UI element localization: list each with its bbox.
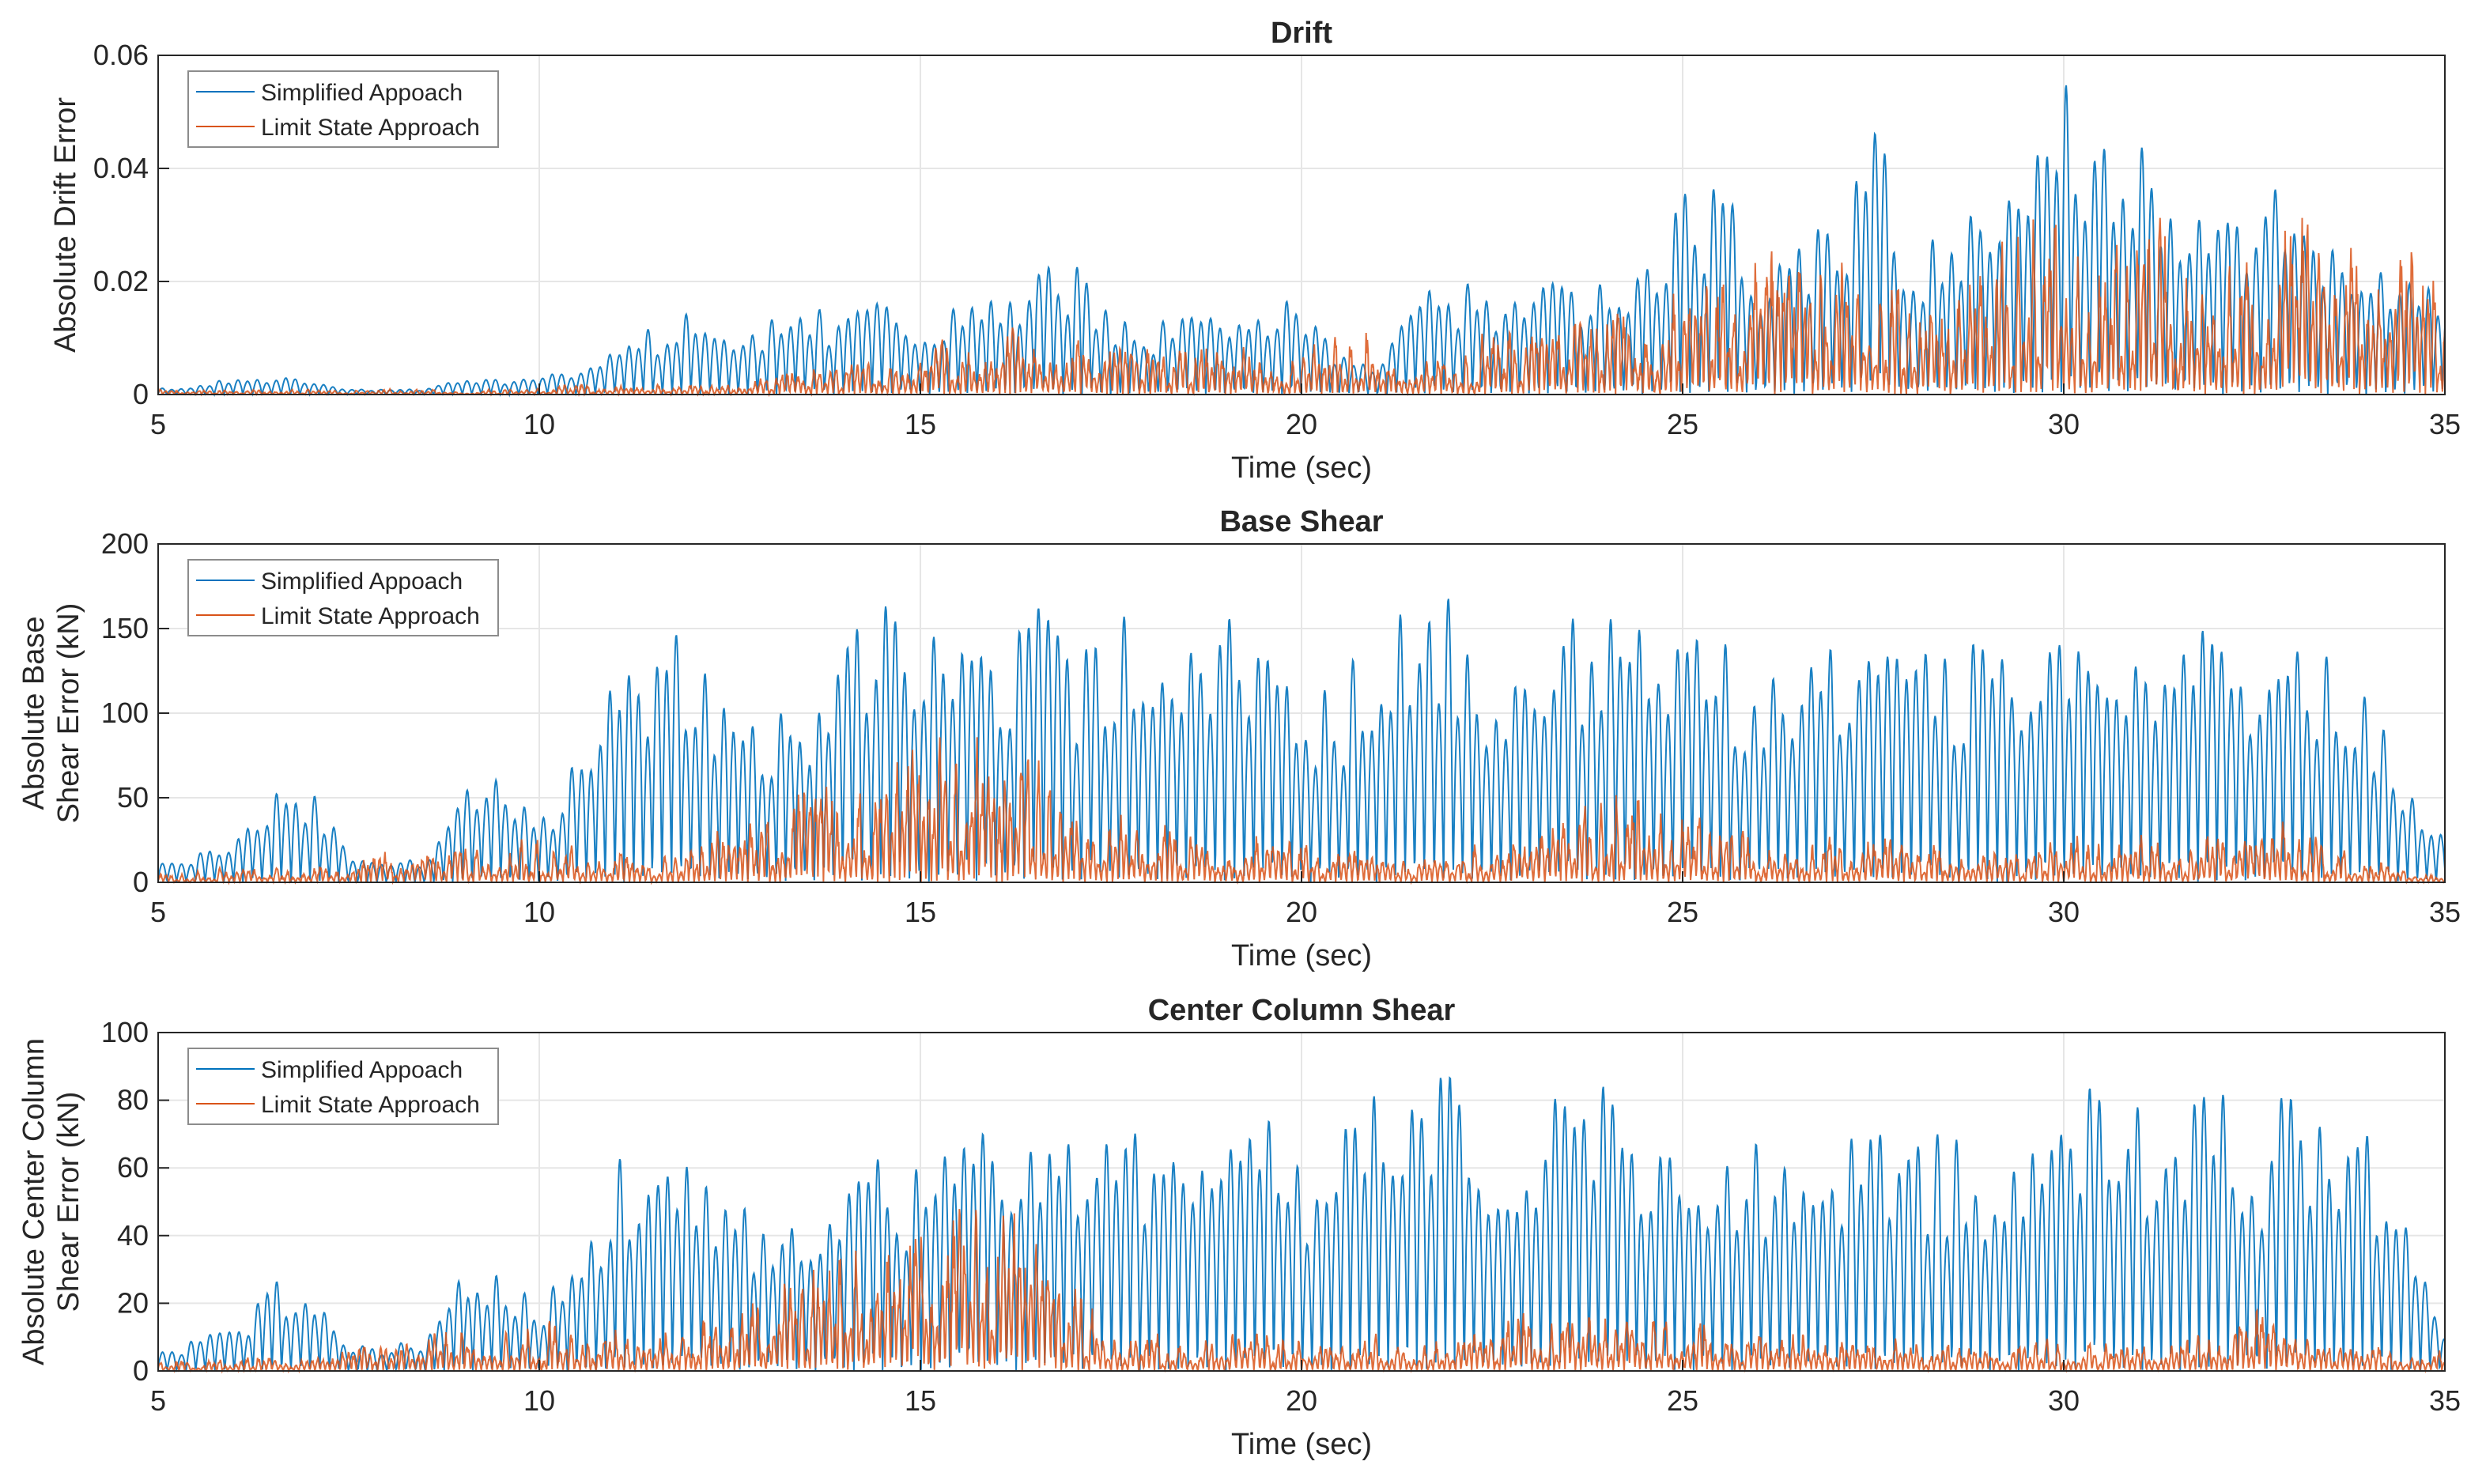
- y-tick-label: 20: [117, 1286, 149, 1319]
- x-axis-label: Time (sec): [1231, 1428, 1372, 1461]
- y-axis-label: Shear Error (kN): [52, 1092, 85, 1312]
- y-tick-label: 100: [101, 697, 149, 729]
- legend-label-limit: Limit State Approach: [261, 603, 480, 629]
- y-axis-label: Absolute Drift Error: [49, 97, 82, 353]
- legend: Simplified Appoach Limit State Approach: [187, 70, 499, 148]
- legend-label-simplified: Simplified Appoach: [261, 80, 463, 106]
- x-tick-label: 15: [905, 1384, 936, 1417]
- legend-box: [187, 70, 499, 148]
- x-tick-label: 5: [150, 896, 166, 928]
- x-axis-label: Time (sec): [1231, 939, 1372, 972]
- x-tick-label: 20: [1286, 896, 1317, 928]
- legend: Simplified Appoach Limit State Approach: [187, 559, 499, 636]
- x-tick-label: 5: [150, 1384, 166, 1417]
- x-tick-label: 35: [2429, 1384, 2461, 1417]
- legend-label-simplified: Simplified Appoach: [261, 1057, 463, 1083]
- chart-title: Base Shear: [1219, 505, 1383, 538]
- legend-label-limit: Limit State Approach: [261, 1092, 480, 1118]
- y-tick-label: 80: [117, 1084, 149, 1116]
- chart-0: 5 10 15 20 25 30 35 0 0.02 0.04 0.06 Drift Time (sec…: [49, 17, 2461, 485]
- x-tick-label: 25: [1667, 408, 1698, 440]
- x-tick-label: 25: [1667, 1384, 1698, 1417]
- chart-title: Drift: [1271, 17, 1332, 50]
- legend-label-simplified: Simplified Appoach: [261, 568, 463, 595]
- x-tick-label: 10: [523, 896, 555, 928]
- x-tick-label: 10: [523, 408, 555, 440]
- legend-label-limit: Limit State Approach: [261, 115, 480, 141]
- x-tick-label: 10: [523, 1384, 555, 1417]
- legend-box: [187, 559, 499, 636]
- x-tick-label: 20: [1286, 408, 1317, 440]
- x-tick-label: 5: [150, 408, 166, 440]
- x-tick-label: 30: [2048, 408, 2080, 440]
- y-tick-label: 40: [117, 1219, 149, 1252]
- y-tick-label: 0.02: [93, 265, 149, 297]
- y-tick-label: 0: [133, 1354, 149, 1387]
- x-tick-label: 15: [905, 408, 936, 440]
- chart-1: 5 10 15 20 25 30 35 0 50 100 150 200 Base Shear Time …: [17, 505, 2461, 972]
- y-axis-label: Shear Error (kN): [52, 603, 85, 824]
- y-tick-label: 0.06: [93, 39, 149, 71]
- x-tick-label: 25: [1667, 896, 1698, 928]
- y-tick-label: 0: [133, 378, 149, 410]
- y-tick-label: 150: [101, 612, 149, 644]
- y-axis-label: Absolute Base: [17, 616, 51, 810]
- chart-title: Center Column Shear: [1148, 994, 1456, 1027]
- y-axis-label: Absolute Center Column: [17, 1038, 51, 1365]
- chart-2: 5 10 15 20 25 30 35 0 20 40 60 80 100 Center Column S…: [17, 994, 2461, 1461]
- y-tick-label: 200: [101, 527, 149, 560]
- x-tick-label: 15: [905, 896, 936, 928]
- y-tick-label: 0.04: [93, 152, 149, 184]
- legend-box: [187, 1048, 499, 1125]
- x-tick-label: 30: [2048, 1384, 2080, 1417]
- x-axis-label: Time (sec): [1231, 451, 1372, 485]
- y-tick-label: 50: [117, 781, 149, 814]
- legend: Simplified Appoach Limit State Approach: [187, 1048, 499, 1125]
- x-tick-label: 20: [1286, 1384, 1317, 1417]
- y-tick-label: 100: [101, 1016, 149, 1048]
- x-tick-label: 35: [2429, 896, 2461, 928]
- x-tick-label: 30: [2048, 896, 2080, 928]
- y-tick-label: 60: [117, 1151, 149, 1184]
- x-tick-label: 35: [2429, 408, 2461, 440]
- y-tick-label: 0: [133, 866, 149, 898]
